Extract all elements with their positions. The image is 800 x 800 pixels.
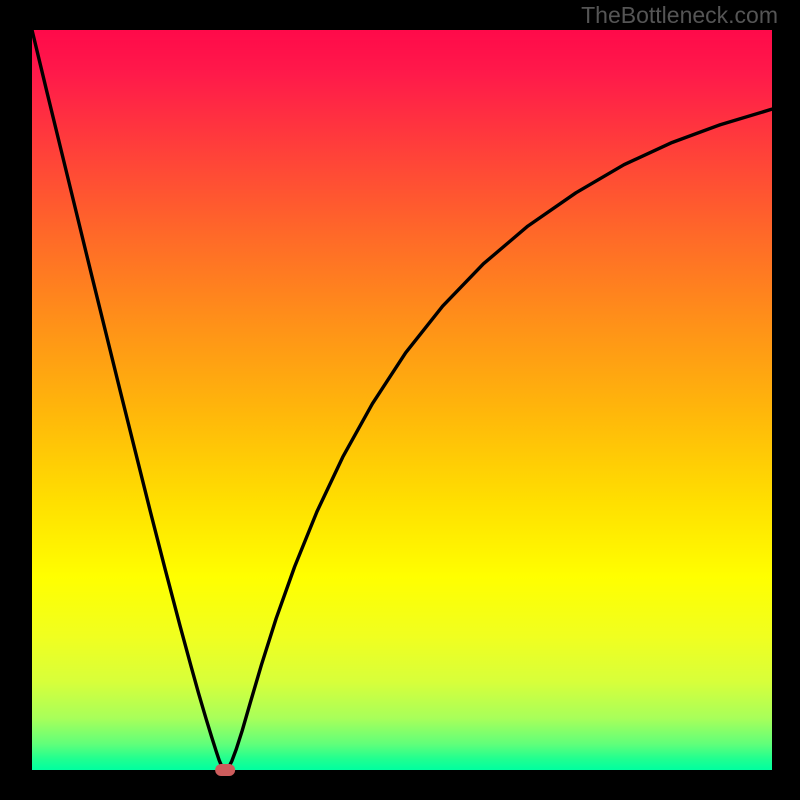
curve-layer <box>0 0 800 800</box>
optimum-marker <box>215 764 235 776</box>
bottleneck-curve <box>32 30 772 770</box>
chart-stage: TheBottleneck.com <box>0 0 800 800</box>
